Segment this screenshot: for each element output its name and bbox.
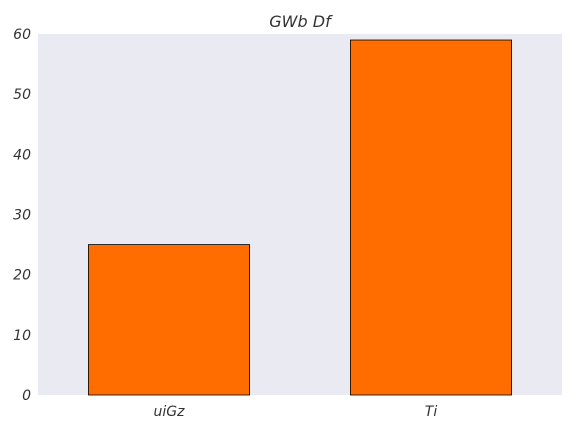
bar-uigz: [88, 244, 250, 396]
bars: [88, 39, 512, 396]
y-tick-label: 60: [13, 27, 31, 43]
x-tick-label: uiGz: [154, 404, 186, 420]
chart-title: GWb Df: [269, 12, 333, 31]
y-tick-label: 30: [13, 208, 31, 224]
bar-ti: [350, 39, 512, 396]
y-tick-label: 20: [13, 268, 31, 284]
y-tick-label: 10: [13, 328, 31, 344]
y-tick-label: 0: [22, 388, 31, 404]
x-axis-ticks: uiGz Ti: [154, 404, 438, 420]
y-tick-label: 40: [13, 147, 31, 163]
x-tick-label: Ti: [425, 404, 438, 420]
y-axis-ticks: 0 10 20 30 40 50 60: [13, 27, 31, 404]
y-tick-label: 50: [13, 87, 31, 103]
